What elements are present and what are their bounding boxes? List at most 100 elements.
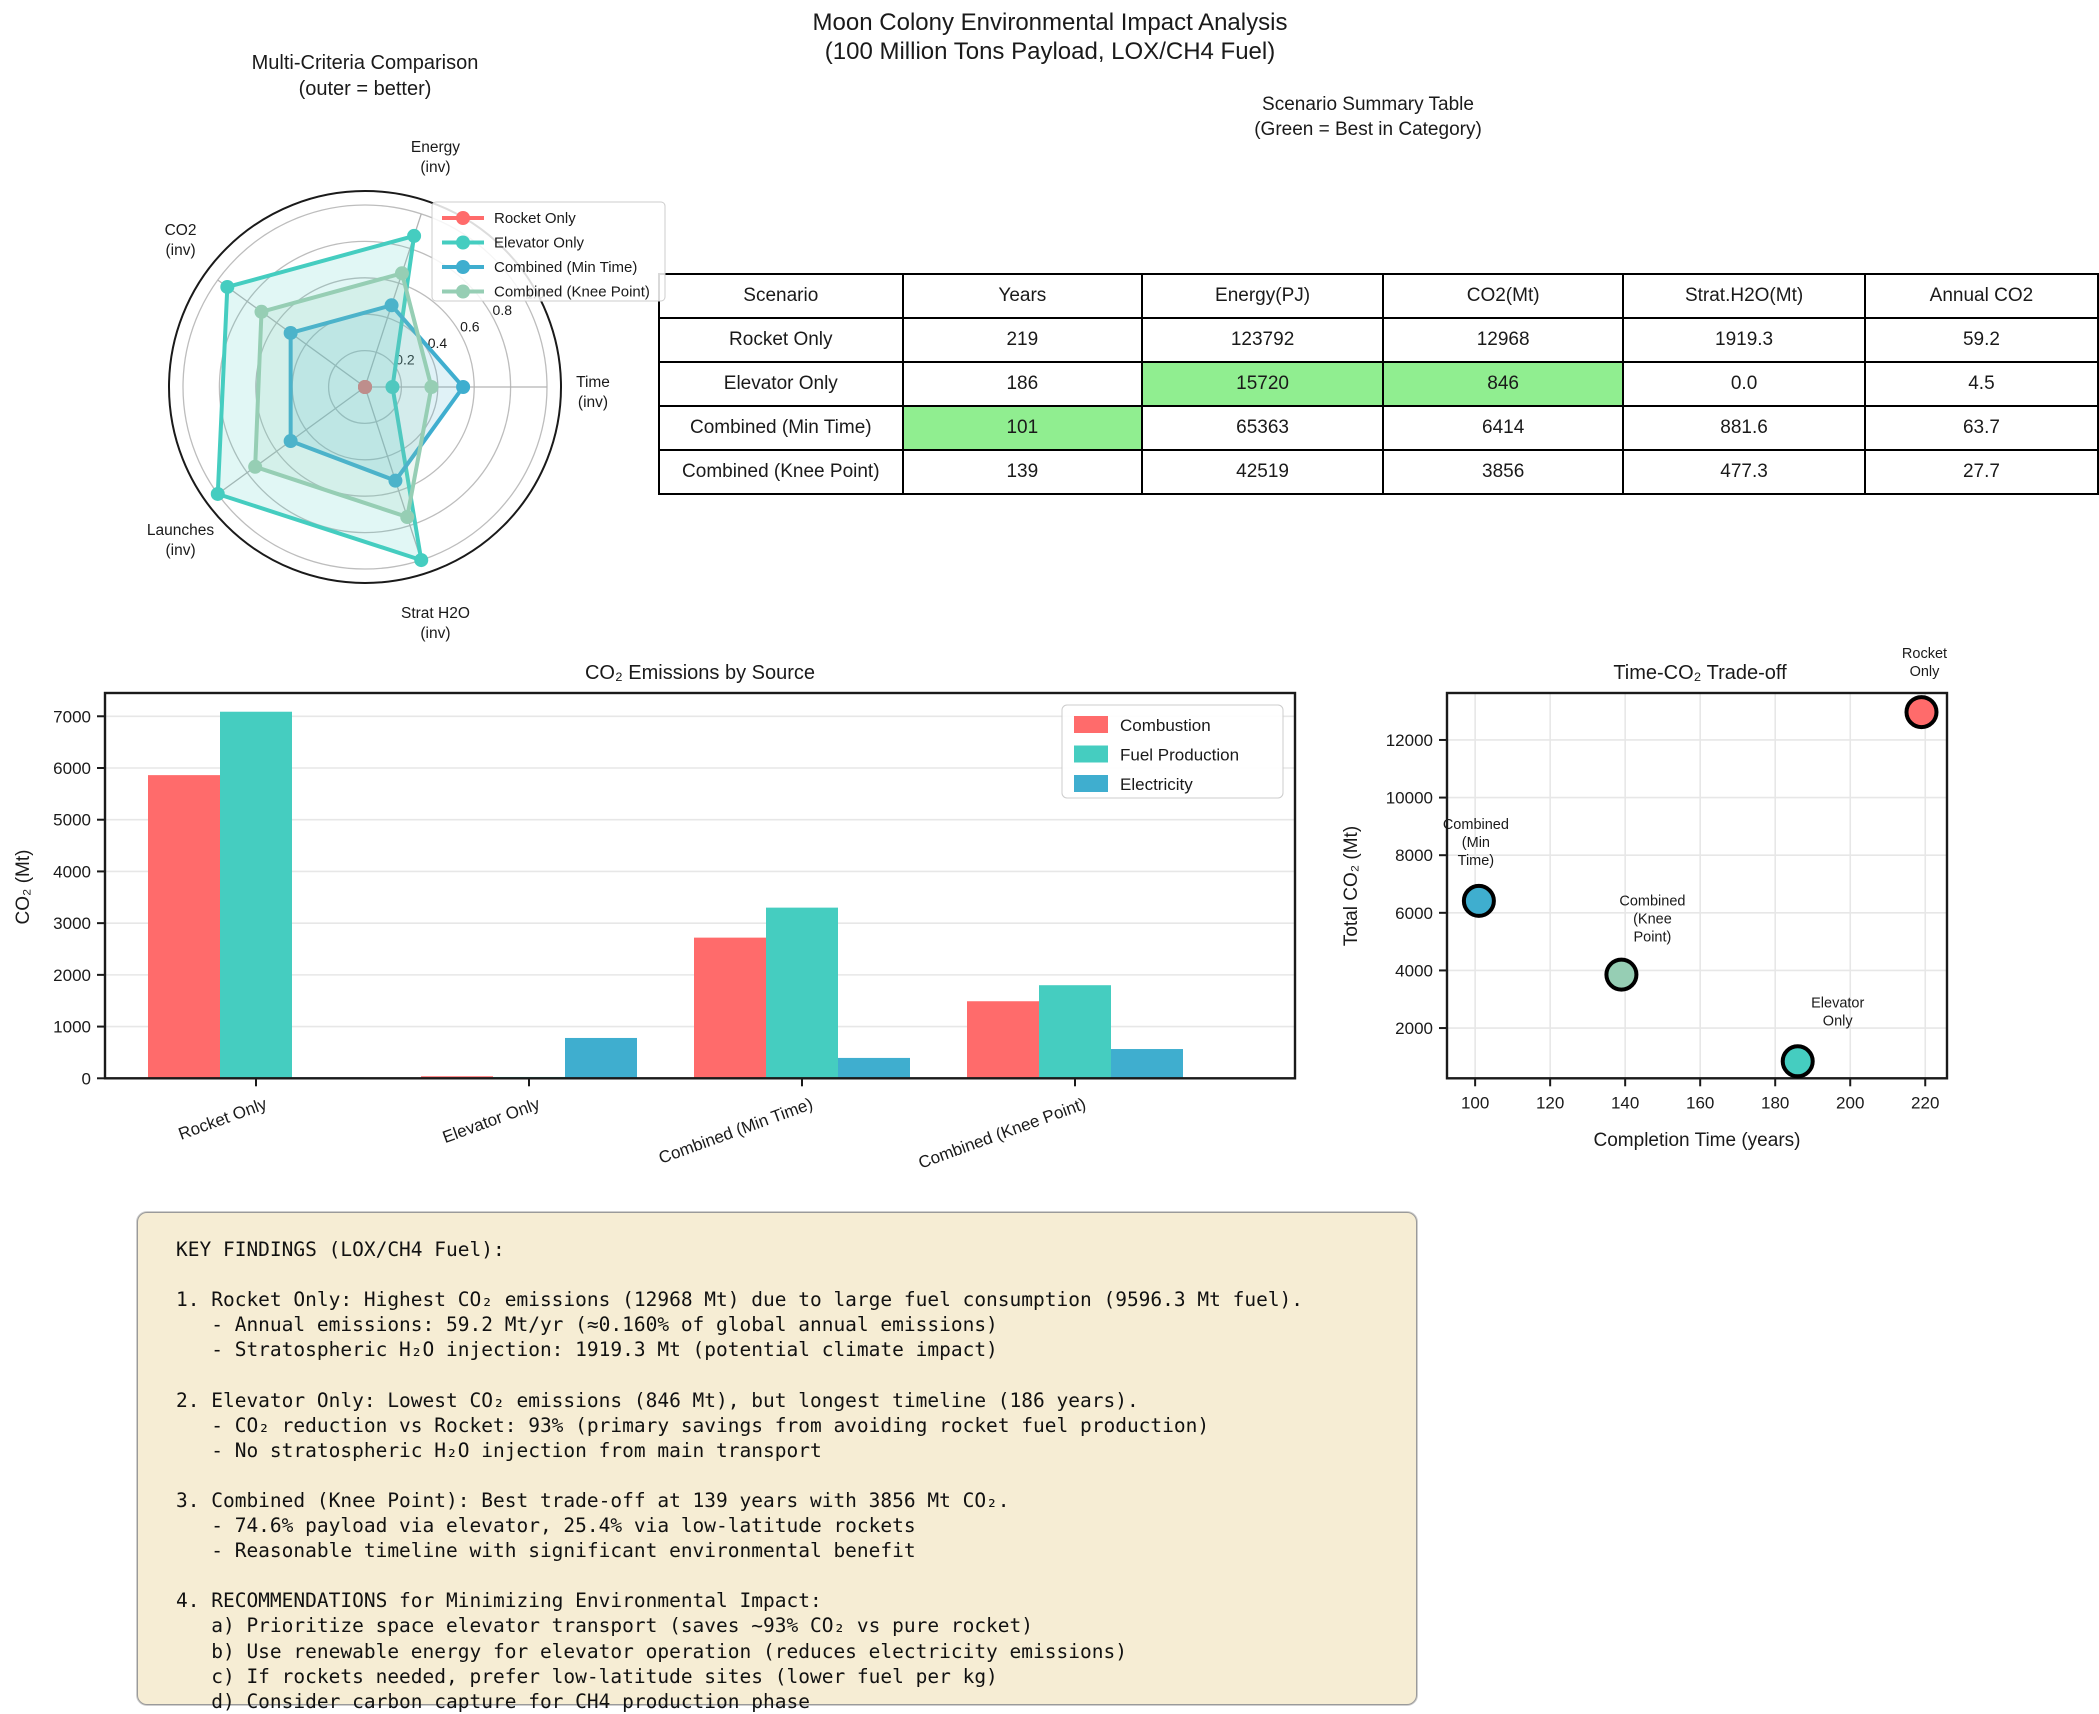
radar-series-marker: [358, 380, 372, 394]
radar-series-marker: [384, 298, 399, 313]
scatter-xtick-label: 120: [1536, 1093, 1564, 1112]
key-findings-box: KEY FINDINGS (LOX/CH4 Fuel): 1. Rocket O…: [137, 1212, 1417, 1713]
radar-series-marker: [283, 325, 298, 340]
table-column-header: CO2(Mt): [1382, 273, 1625, 319]
scatter-title: Time-CO₂ Trade-off: [1613, 662, 1787, 684]
table-cell: 219: [901, 317, 1144, 363]
table-cell: 0.0: [1622, 361, 1866, 407]
scatter-point-annotation: Only: [1823, 1013, 1854, 1029]
scatter-ytick-label: 8000: [1395, 846, 1433, 865]
radar-series-elevator-only: [215, 233, 424, 563]
table-row: Elevator Only 186 15720 846 0.0 4.5: [658, 361, 2099, 407]
radar-legend-label: Combined (Min Time): [494, 259, 637, 276]
scatter-point-annotation: Rocket: [1902, 646, 1947, 662]
scenario-summary-table: Scenario Years Energy(PJ) CO2(Mt) Strat.H2O(…: [658, 273, 2099, 495]
bar-ytick-label: 0: [82, 1069, 91, 1088]
bar-legend-box: [1061, 704, 1284, 799]
radar-series-marker: [388, 473, 403, 488]
radar-axis-label: Strat H2O: [401, 605, 470, 622]
table-cell: 881.6: [1622, 405, 1866, 451]
radar-legend-box: [431, 201, 666, 302]
scatter-xtick-label: 180: [1761, 1093, 1789, 1112]
radar-legend-label: Rocket Only: [494, 210, 576, 227]
table-cell: 59.2: [1863, 317, 2099, 363]
table-cell: Rocket Only: [658, 317, 904, 363]
bar-fuel-production: [220, 711, 292, 1079]
bar-chart-title: CO₂ Emissions by Source: [584, 662, 816, 684]
figure-title-line2: (100 Million Tons Payload, LOX/CH4 Fuel): [824, 38, 1276, 65]
scatter-ytick-label: 10000: [1386, 789, 1433, 808]
radar-subtitle: (outer = better): [298, 78, 432, 100]
radar-series-marker: [254, 304, 269, 319]
bar-ytick-label: 1000: [53, 1018, 91, 1037]
table-cell: 6414: [1382, 405, 1625, 451]
radar-axis-label: Time: [576, 374, 610, 391]
radar-axis-label: Energy: [411, 139, 460, 156]
table-row: Combined (Min Time) 101 65363 6414 881.6 63.7: [658, 405, 2099, 451]
scatter-x-axis-label: Completion Time (years): [1593, 1130, 1801, 1151]
bar-electricity: [565, 1037, 637, 1079]
table-cell: Combined (Knee Point): [658, 449, 904, 495]
bar-fuel-production: [766, 907, 838, 1079]
radar-rtick-label: 0.8: [493, 302, 513, 318]
table-row: Combined (Knee Point) 139 42519 3856 477.3 27…: [658, 449, 2099, 495]
table-cell-best: 846: [1382, 361, 1625, 407]
figure-title-line1: Moon Colony Environmental Impact Analysi…: [812, 9, 1288, 36]
table-cell: 27.7: [1863, 449, 2099, 495]
table-column-header: Years: [901, 273, 1144, 319]
radar-series-marker: [248, 459, 263, 474]
radar-rtick-label: 0.4: [428, 335, 448, 351]
radar-axis-sublabel: (inv): [578, 394, 608, 411]
table-cell: 42519: [1141, 449, 1385, 495]
scatter-xtick-label: 160: [1686, 1093, 1714, 1112]
radar-spoke: [364, 386, 422, 561]
scatter-point-elevator-only: [1780, 1044, 1815, 1079]
radar-outer-spine: [168, 190, 562, 584]
table-cell: 63.7: [1863, 405, 2099, 451]
scatter-ytick-label: 6000: [1395, 904, 1433, 923]
radar-series-marker: [407, 228, 422, 243]
radar-series-marker: [283, 434, 298, 449]
radar-title: Multi-Criteria Comparison: [251, 52, 479, 74]
radar-legend-marker: [456, 260, 470, 274]
radar-axis-sublabel: (inv): [165, 242, 195, 259]
scatter-point-annotation: Point): [1633, 930, 1671, 946]
table-cell: 12968: [1382, 317, 1625, 363]
scatter-xtick-label: 100: [1461, 1093, 1489, 1112]
table-cell: 1919.3: [1622, 317, 1866, 363]
scatter-axes-box: [1445, 691, 1949, 1080]
radar-axis-sublabel: (inv): [420, 159, 450, 176]
table-cell: 139: [901, 449, 1144, 495]
bar-legend-label: Combustion: [1120, 716, 1211, 735]
radar-series-marker: [414, 553, 429, 568]
scatter-xtick-label: 140: [1611, 1093, 1639, 1112]
radar-legend-label: Combined (Knee Point): [494, 284, 650, 301]
bar-axes-box: [103, 691, 1297, 1080]
key-findings-text: KEY FINDINGS (LOX/CH4 Fuel): 1. Rocket O…: [176, 1238, 1304, 1713]
radar-series-marker: [456, 380, 471, 394]
bar-ytick-label: 5000: [53, 811, 91, 830]
scatter-point-annotation: Combined: [1443, 817, 1509, 833]
scatter-ytick-label: 12000: [1386, 731, 1433, 750]
table-cell: 3856: [1382, 449, 1625, 495]
bar-combustion: [967, 1001, 1039, 1079]
bar-ytick-label: 2000: [53, 966, 91, 985]
bar-legend-swatch: [1074, 745, 1108, 763]
bar-ytick-label: 3000: [53, 914, 91, 933]
radar-legend-marker: [456, 211, 470, 225]
radar-series-combined-knee-point-: [253, 271, 434, 519]
radar-legend-marker: [456, 284, 470, 299]
radar-series-marker: [400, 509, 415, 524]
table-cell: 186: [901, 361, 1144, 407]
bar-electricity: [1111, 1049, 1183, 1079]
table-cell: 65363: [1141, 405, 1385, 451]
table-column-header: Scenario: [658, 273, 904, 319]
bar-electricity: [838, 1057, 910, 1079]
scatter-point-annotation: (Knee: [1633, 912, 1672, 928]
radar-rtick-label: 0.2: [395, 352, 415, 368]
table-cell: Combined (Min Time): [658, 405, 904, 451]
scatter-ytick-label: 2000: [1395, 1019, 1433, 1038]
scatter-ytick-label: 4000: [1395, 961, 1433, 980]
